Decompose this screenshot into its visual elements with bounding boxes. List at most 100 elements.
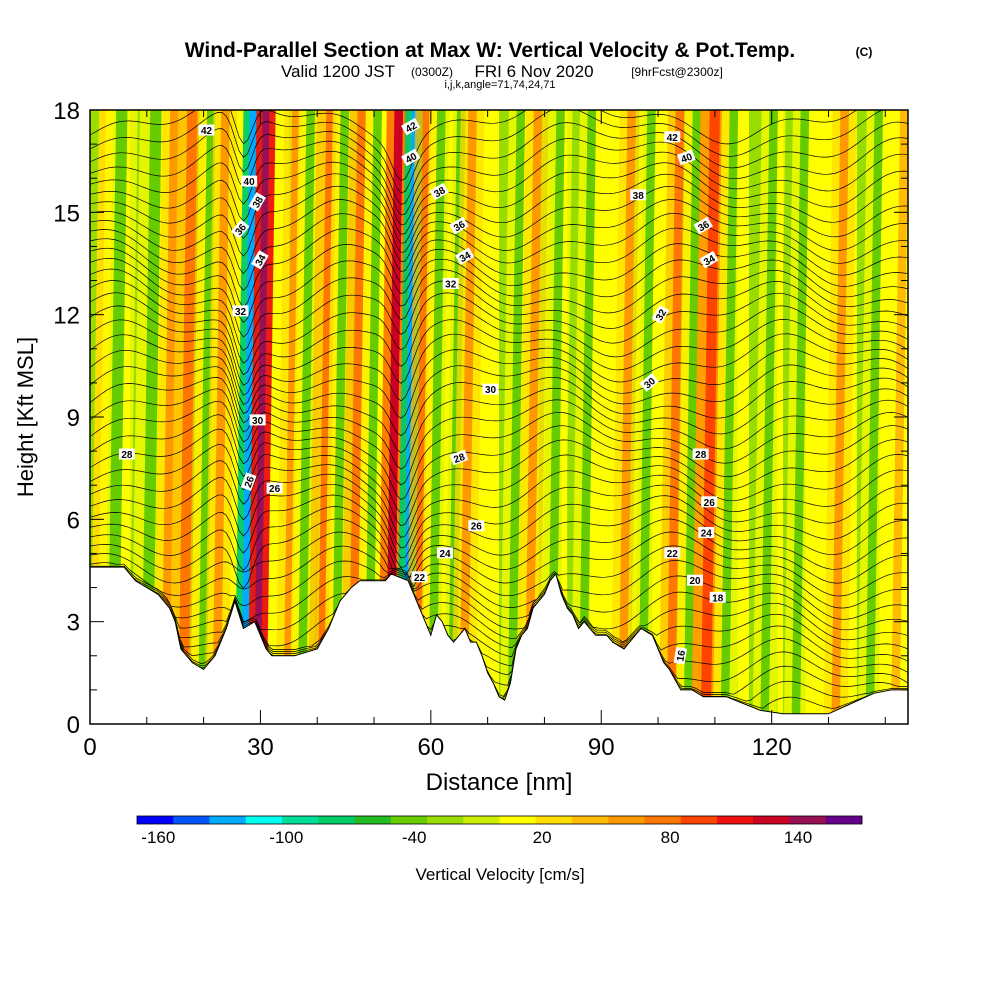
theta-contour <box>90 454 908 538</box>
velocity-band <box>212 110 230 724</box>
velocity-band <box>831 110 849 724</box>
theta-contour <box>90 469 908 549</box>
colorbar-swatch <box>572 816 609 824</box>
theta-label-box <box>266 482 283 494</box>
theta-label-text: 34 <box>254 253 269 269</box>
velocity-bands <box>90 110 908 724</box>
theta-label-text: 26 <box>243 475 257 490</box>
colorbar-tick-label: 140 <box>784 828 812 847</box>
theta-label-box <box>699 250 719 269</box>
velocity-band <box>459 110 477 724</box>
theta-label: 34 <box>699 250 719 269</box>
theta-label-text: 36 <box>452 219 468 234</box>
theta-label-text: 22 <box>414 573 426 584</box>
velocity-band <box>331 110 350 724</box>
theta-label-box <box>701 496 718 508</box>
theta-label: 26 <box>240 472 257 492</box>
x-tick-label: 120 <box>752 734 792 761</box>
theta-label-box <box>442 278 459 289</box>
velocity-band <box>618 110 636 724</box>
theta-label-text: 38 <box>633 191 645 202</box>
theta-contour <box>90 439 908 527</box>
y-tick-label: 0 <box>67 712 80 739</box>
velocity-band <box>720 110 739 724</box>
x-tick-label: 0 <box>83 734 96 761</box>
theta-label-text: 40 <box>680 152 695 166</box>
theta-contour <box>90 425 908 514</box>
theta-label: 22 <box>411 571 428 584</box>
theta-label: 28 <box>449 449 469 466</box>
colorbar-tick-label: -100 <box>269 828 303 847</box>
theta-contour <box>90 573 908 650</box>
chart-title-mark: (C) <box>856 45 873 59</box>
theta-label: 42 <box>198 124 215 137</box>
theta-label: 28 <box>118 448 135 461</box>
theta-label: 22 <box>664 547 681 560</box>
theta-label-box <box>482 383 499 395</box>
theta-contour <box>90 199 908 275</box>
theta-contour <box>90 305 908 386</box>
theta-label-box <box>251 250 269 270</box>
colorbar-tick-label: -40 <box>402 828 427 847</box>
chart-subtitle-utc: (0300Z) <box>411 65 453 79</box>
theta-label: 34 <box>454 247 475 265</box>
theta-label-text: 26 <box>704 498 716 509</box>
theta-contour <box>90 483 908 559</box>
theta-label: 38 <box>429 182 449 201</box>
theta-label-text: 24 <box>701 529 713 540</box>
theta-label-box <box>437 547 453 559</box>
theta-label-box <box>241 175 258 187</box>
theta-label: 36 <box>449 216 469 234</box>
theta-label: 40 <box>241 175 258 188</box>
chart-indices: i,j,k,angle=71,74,24,71 <box>444 79 555 91</box>
theta-label: 38 <box>630 189 647 202</box>
theta-label-box <box>698 527 715 538</box>
theta-label-text: 32 <box>445 280 457 291</box>
theta-label-text: 30 <box>485 385 497 396</box>
theta-contour <box>90 411 908 501</box>
colorbar-swatch <box>463 816 500 824</box>
colorbar-tick-label: -160 <box>141 828 175 847</box>
theta-label-box <box>692 448 709 460</box>
theta-contour <box>90 560 908 609</box>
theta-label-box <box>429 182 449 201</box>
theta-contour <box>90 518 908 589</box>
colorbar-swatch <box>499 816 537 824</box>
theta-label: 32 <box>651 304 670 325</box>
colorbar-tick-label: 20 <box>533 828 552 847</box>
theta-contour <box>90 399 908 486</box>
colorbar: -160 -100 -40 20 80 140 <box>136 815 863 847</box>
theta-label-box <box>651 304 670 325</box>
theta-label-text: 26 <box>471 522 483 533</box>
velocity-band <box>197 110 216 724</box>
velocity-band <box>638 110 656 724</box>
theta-contour <box>90 387 908 470</box>
theta-contour <box>90 121 908 205</box>
theta-label-box <box>449 449 469 466</box>
theta-label-text: 26 <box>269 484 281 495</box>
theta-contour <box>90 280 908 364</box>
theta-label-box <box>639 373 659 392</box>
y-tick-label: 15 <box>53 200 80 227</box>
theta-contour <box>90 506 908 577</box>
theta-label-box <box>198 124 215 136</box>
velocity-band <box>760 110 778 724</box>
theta-label: 32 <box>442 278 459 291</box>
velocity-band <box>578 110 597 724</box>
theta-contour <box>90 110 884 194</box>
theta-label: 24 <box>437 547 453 560</box>
colorbar-frame <box>136 815 863 825</box>
theta-contour <box>90 161 908 235</box>
theta-label-text: 40 <box>244 177 256 188</box>
velocity-band <box>297 110 315 724</box>
velocity-band <box>791 110 810 724</box>
theta-label: 34 <box>251 250 269 270</box>
theta-label-text: 42 <box>201 126 213 137</box>
theta-contour <box>90 494 908 568</box>
theta-label-text: 28 <box>452 452 467 466</box>
theta-labels: 4240383634323028262642403836343230282624… <box>118 117 726 665</box>
theta-label: 30 <box>249 414 266 427</box>
theta-contour <box>90 292 908 376</box>
theta-contour <box>90 151 908 226</box>
